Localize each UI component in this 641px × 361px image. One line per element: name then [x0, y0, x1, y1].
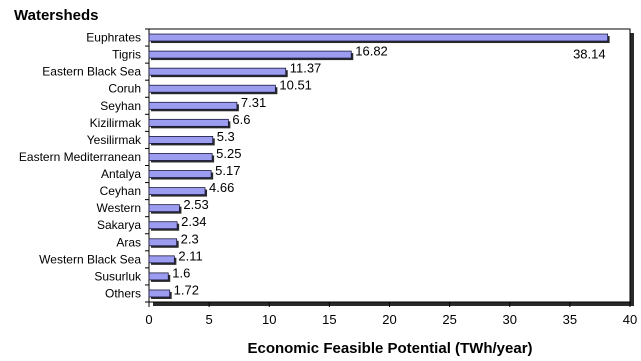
bar-coruh [148, 84, 276, 93]
category-label: Susurluk [94, 269, 142, 283]
bar-eastern-mediterranean [148, 153, 213, 161]
category-label: Ceyhan [100, 184, 141, 198]
value-label: 6.6 [232, 112, 250, 127]
category-label: Aras [116, 235, 141, 249]
value-label: 10.51 [279, 78, 312, 93]
x-tick-label: 15 [322, 312, 336, 327]
bar-aras [148, 238, 178, 247]
bar-western [148, 204, 180, 213]
value-label: 5.25 [216, 146, 241, 161]
value-label: 5.17 [215, 163, 240, 178]
category-label: Tigris [112, 48, 141, 62]
bar-others [148, 289, 171, 298]
category-label: Euphrates [86, 31, 141, 45]
value-labels: 38.14 16.82 11.37 10.51 7.31 6.6 5.3 5.25 5.17 4.… [172, 44, 605, 298]
bar-seyhan [148, 101, 238, 110]
category-label: Kizilirmak [90, 116, 142, 130]
category-label: Western Black Sea [39, 252, 141, 266]
value-label: 4.66 [209, 180, 234, 195]
bar-eastern-black-sea [148, 67, 287, 76]
value-label: 2.11 [178, 248, 202, 263]
x-tick-label: 5 [206, 312, 213, 327]
x-tick-label: 0 [145, 312, 152, 327]
category-label: Others [105, 286, 141, 300]
x-tick-label: 35 [563, 312, 577, 327]
bar-western-black-sea [148, 255, 175, 264]
value-label: 1.72 [174, 282, 199, 297]
x-ticks: 0 5 10 15 20 25 30 35 40 [145, 302, 637, 327]
bar-kizilirmak [148, 118, 229, 127]
chart-title: Watersheds [14, 7, 98, 24]
bars [148, 33, 610, 299]
value-label: 2.3 [181, 231, 199, 246]
category-label: Sakarya [97, 218, 141, 232]
category-label: Seyhan [100, 99, 141, 113]
bar-sakarya [148, 221, 178, 230]
category-label: Yesilirmak [87, 133, 142, 147]
value-label: 5.3 [217, 129, 235, 144]
category-label: Antalya [101, 167, 141, 181]
x-tick-label: 20 [382, 312, 396, 327]
x-tick-label: 30 [503, 312, 517, 327]
category-label: Eastern Black Sea [42, 65, 141, 79]
x-tick-label: 25 [442, 312, 456, 327]
x-tick-label: 40 [623, 312, 637, 327]
category-label: Western [97, 201, 141, 215]
bar-susurluk [148, 272, 169, 281]
x-axis-label: Economic Feasible Potential (TWh/year) [247, 340, 532, 357]
value-label: 2.53 [183, 197, 208, 212]
category-labels: Euphrates Tigris Eastern Black Sea Coruh Sey… [19, 31, 142, 301]
bar-antalya [148, 170, 212, 178]
value-label: 38.14 [573, 47, 606, 62]
bar-yesilirmak [148, 136, 214, 144]
value-label: 7.31 [241, 95, 266, 110]
value-label: 2.34 [181, 214, 206, 229]
x-tick-label: 10 [262, 312, 276, 327]
bar-tigris [148, 50, 352, 59]
bar-ceyhan [148, 187, 206, 195]
value-label: 1.6 [172, 265, 190, 280]
value-label: 16.82 [355, 44, 388, 59]
category-label: Coruh [108, 82, 141, 96]
bar-euphrates [148, 33, 609, 42]
value-label: 11.37 [290, 61, 322, 76]
category-label: Eastern Mediterranean [19, 150, 141, 164]
